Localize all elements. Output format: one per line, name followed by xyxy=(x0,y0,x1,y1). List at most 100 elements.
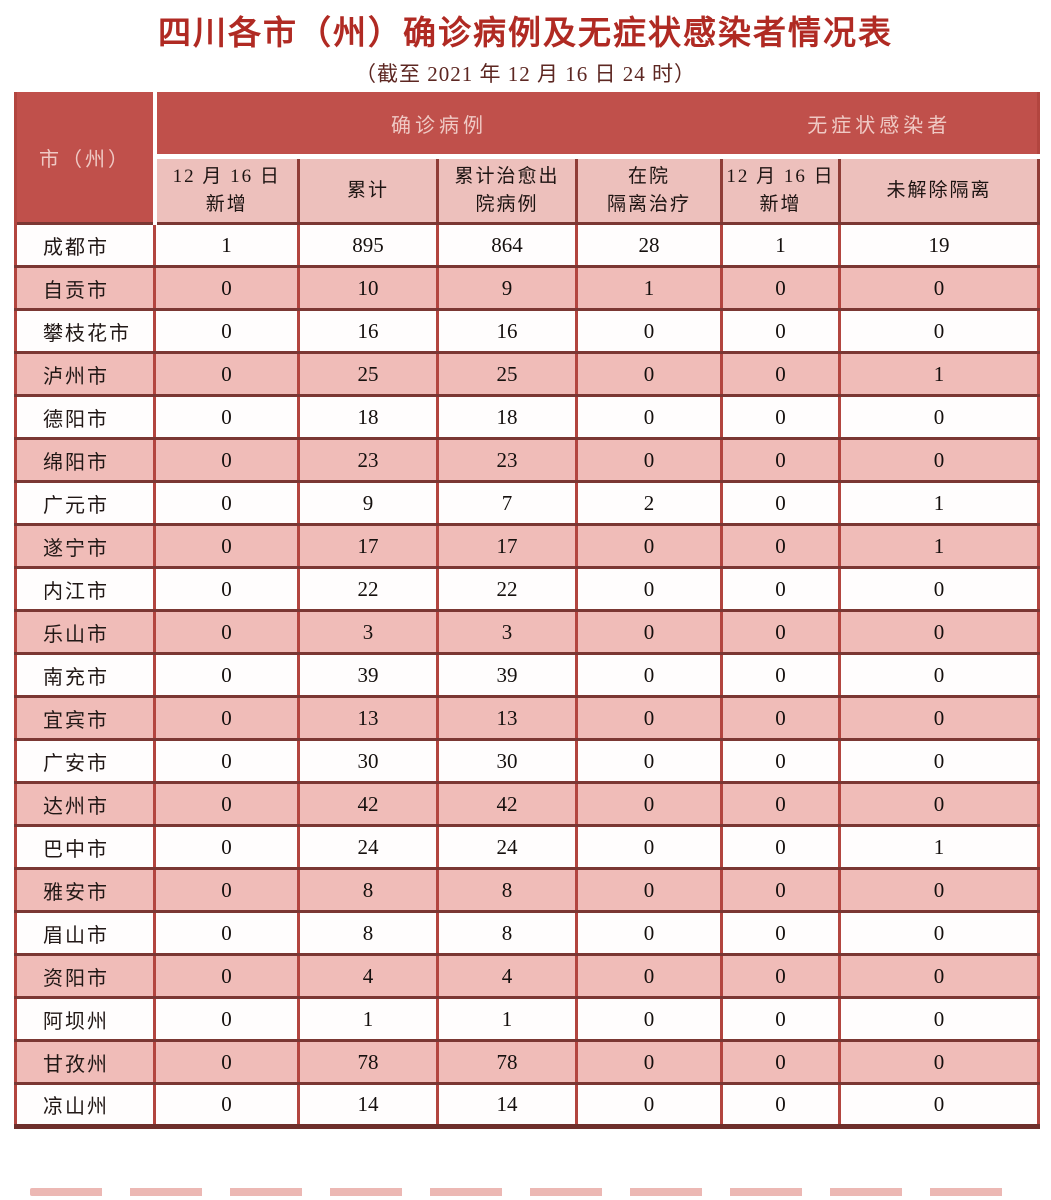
table-row: 眉山市 0 8 8 0 0 0 xyxy=(14,910,1040,956)
value-cell: 0 xyxy=(575,351,723,397)
city-name: 泸州市 xyxy=(14,351,156,397)
value-cell: 18 xyxy=(436,394,578,440)
value-cell: 23 xyxy=(436,437,578,483)
table-row: 凉山州 0 14 14 0 0 0 xyxy=(14,1082,1040,1128)
value-cell: 8 xyxy=(436,867,578,913)
corner-header-city: 市（州） xyxy=(15,92,157,224)
table-row: 巴中市 0 24 24 0 0 1 xyxy=(14,824,1040,870)
value-cell: 0 xyxy=(153,996,300,1042)
value-cell: 19 xyxy=(838,222,1040,268)
value-cell: 0 xyxy=(153,566,300,612)
table-row: 泸州市 0 25 25 0 0 1 xyxy=(14,351,1040,397)
city-name: 广元市 xyxy=(14,480,156,526)
value-cell: 1 xyxy=(838,480,1040,526)
value-cell: 8 xyxy=(297,910,439,956)
value-cell: 28 xyxy=(575,222,723,268)
city-name: 成都市 xyxy=(14,222,156,268)
value-cell: 1 xyxy=(838,523,1040,569)
value-cell: 0 xyxy=(838,910,1040,956)
value-cell: 7 xyxy=(436,480,578,526)
value-cell: 0 xyxy=(153,308,300,354)
value-cell: 0 xyxy=(838,781,1040,827)
value-cell: 0 xyxy=(575,910,723,956)
city-name: 遂宁市 xyxy=(14,523,156,569)
city-name: 达州市 xyxy=(14,781,156,827)
value-cell: 2 xyxy=(575,480,723,526)
value-cell: 1 xyxy=(838,351,1040,397)
value-cell: 0 xyxy=(720,566,841,612)
value-cell: 16 xyxy=(436,308,578,354)
value-cell: 10 xyxy=(297,265,439,311)
value-cell: 22 xyxy=(297,566,439,612)
value-cell: 0 xyxy=(838,394,1040,440)
value-cell: 25 xyxy=(297,351,439,397)
city-name: 绵阳市 xyxy=(14,437,156,483)
value-cell: 78 xyxy=(436,1039,578,1085)
value-cell: 0 xyxy=(720,910,841,956)
value-cell: 0 xyxy=(720,953,841,999)
value-cell: 1 xyxy=(575,265,723,311)
sub-header-row: 12 月 16 日新增 累计 累计治愈出 院病例 在院 隔离治疗 12 月 16 日新增 未解… xyxy=(16,154,1040,225)
value-cell: 0 xyxy=(153,824,300,870)
value-cell: 9 xyxy=(297,480,439,526)
value-cell: 25 xyxy=(436,351,578,397)
value-cell: 0 xyxy=(720,781,841,827)
value-cell: 0 xyxy=(153,523,300,569)
value-cell: 1 xyxy=(297,996,439,1042)
city-name: 阿坝州 xyxy=(14,996,156,1042)
column-header: 累计治愈出 院病例 xyxy=(436,154,578,225)
value-cell: 14 xyxy=(297,1082,439,1128)
covid-cases-table: 市（州） 确诊病例 无症状感染者 12 月 16 日新增 累计 累计治愈出 院病例 在院… xyxy=(14,92,1040,1129)
value-cell: 0 xyxy=(575,1039,723,1085)
value-cell: 0 xyxy=(153,351,300,397)
value-cell: 0 xyxy=(575,523,723,569)
value-cell: 0 xyxy=(720,351,841,397)
value-cell: 17 xyxy=(436,523,578,569)
city-name: 凉山州 xyxy=(14,1082,156,1128)
value-cell: 0 xyxy=(720,867,841,913)
value-cell: 0 xyxy=(153,781,300,827)
value-cell: 0 xyxy=(575,437,723,483)
city-name: 甘孜州 xyxy=(14,1039,156,1085)
table-row: 成都市 1 895 864 28 1 19 xyxy=(14,222,1040,268)
table-row: 阿坝州 0 1 1 0 0 0 xyxy=(14,996,1040,1042)
value-cell: 0 xyxy=(838,437,1040,483)
value-cell: 0 xyxy=(575,1082,723,1128)
value-cell: 0 xyxy=(153,953,300,999)
value-cell: 30 xyxy=(297,738,439,784)
city-name: 资阳市 xyxy=(14,953,156,999)
value-cell: 0 xyxy=(838,609,1040,655)
value-cell: 8 xyxy=(297,867,439,913)
value-cell: 0 xyxy=(153,394,300,440)
value-cell: 0 xyxy=(720,523,841,569)
value-cell: 0 xyxy=(153,910,300,956)
value-cell: 0 xyxy=(153,738,300,784)
column-header: 累计 xyxy=(297,154,439,225)
city-name: 宜宾市 xyxy=(14,695,156,741)
value-cell: 0 xyxy=(720,738,841,784)
city-name: 自贡市 xyxy=(14,265,156,311)
city-name: 德阳市 xyxy=(14,394,156,440)
value-cell: 0 xyxy=(575,566,723,612)
table-row: 自贡市 0 10 9 1 0 0 xyxy=(14,265,1040,311)
value-cell: 0 xyxy=(575,867,723,913)
city-name: 南充市 xyxy=(14,652,156,698)
value-cell: 3 xyxy=(436,609,578,655)
value-cell: 0 xyxy=(720,609,841,655)
value-cell: 0 xyxy=(838,652,1040,698)
value-cell: 0 xyxy=(838,953,1040,999)
value-cell: 0 xyxy=(575,953,723,999)
value-cell: 0 xyxy=(838,308,1040,354)
group-header-asymptomatic: 无症状感染者 xyxy=(721,92,1039,159)
value-cell: 78 xyxy=(297,1039,439,1085)
table-row: 南充市 0 39 39 0 0 0 xyxy=(14,652,1040,698)
value-cell: 895 xyxy=(297,222,439,268)
value-cell: 0 xyxy=(838,566,1040,612)
value-cell: 42 xyxy=(297,781,439,827)
table-row: 广安市 0 30 30 0 0 0 xyxy=(14,738,1040,784)
value-cell: 1 xyxy=(436,996,578,1042)
group-header-confirmed-cases: 确诊病例 xyxy=(154,92,722,159)
value-cell: 0 xyxy=(575,824,723,870)
value-cell: 0 xyxy=(838,695,1040,741)
value-cell: 0 xyxy=(838,867,1040,913)
